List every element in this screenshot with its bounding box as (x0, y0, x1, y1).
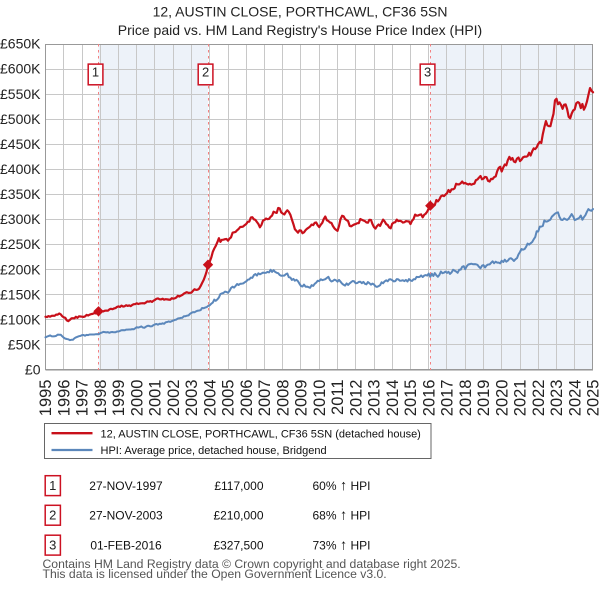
svg-text:2011: 2011 (329, 380, 347, 415)
svg-text:2019: 2019 (475, 380, 493, 417)
svg-text:2021: 2021 (512, 380, 530, 417)
svg-text:£650K: £650K (0, 36, 41, 52)
svg-text:2: 2 (49, 508, 56, 523)
svg-text:2023: 2023 (548, 380, 566, 417)
svg-text:2008: 2008 (274, 380, 292, 417)
svg-text:2009: 2009 (293, 380, 311, 417)
svg-text:2010: 2010 (311, 380, 329, 417)
svg-text:£150K: £150K (0, 286, 41, 302)
svg-text:£117,000: £117,000 (214, 479, 263, 493)
svg-text:2014: 2014 (384, 380, 402, 417)
svg-text:2004: 2004 (201, 380, 219, 417)
svg-text:£300K: £300K (0, 211, 41, 227)
svg-text:3: 3 (424, 65, 431, 80)
svg-text:73% ↑ HPI: 73% ↑ HPI (313, 537, 371, 553)
svg-text:2022: 2022 (530, 380, 548, 417)
svg-text:1995: 1995 (37, 380, 55, 417)
svg-text:2006: 2006 (238, 380, 256, 417)
svg-text:01-FEB-2016: 01-FEB-2016 (90, 538, 162, 552)
svg-text:2012: 2012 (347, 380, 365, 417)
svg-text:£250K: £250K (0, 236, 41, 252)
svg-text:1998: 1998 (92, 380, 110, 417)
svg-text:This data is licensed under th: This data is licensed under the Open Gov… (43, 567, 387, 581)
svg-text:1: 1 (49, 478, 56, 493)
svg-text:£200K: £200K (0, 261, 41, 277)
svg-text:2001: 2001 (147, 380, 165, 417)
svg-text:£50K: £50K (8, 337, 41, 353)
svg-text:2017: 2017 (439, 380, 457, 417)
svg-text:HPI: Average price, detached h: HPI: Average price, detached house, Brid… (101, 445, 327, 457)
svg-text:3: 3 (49, 537, 56, 552)
svg-text:2005: 2005 (220, 380, 238, 417)
svg-text:£100K: £100K (0, 311, 41, 327)
svg-text:60% ↑ HPI: 60% ↑ HPI (313, 478, 371, 494)
svg-text:2025: 2025 (585, 380, 600, 417)
svg-text:2003: 2003 (183, 380, 201, 417)
svg-text:1999: 1999 (110, 380, 128, 417)
svg-text:2007: 2007 (256, 380, 274, 417)
svg-text:£0: £0 (25, 362, 41, 378)
svg-text:£327,500: £327,500 (213, 538, 263, 552)
svg-text:£600K: £600K (0, 61, 41, 77)
svg-text:£400K: £400K (0, 161, 41, 177)
svg-text:Price paid vs. HM Land Registr: Price paid vs. HM Land Registry's House … (118, 22, 482, 38)
svg-text:2: 2 (202, 65, 209, 80)
svg-text:2024: 2024 (567, 380, 585, 417)
svg-text:1996: 1996 (56, 380, 74, 417)
svg-text:1997: 1997 (74, 380, 92, 417)
svg-text:2020: 2020 (493, 380, 511, 417)
svg-text:£500K: £500K (0, 111, 41, 127)
svg-text:£350K: £350K (0, 186, 41, 202)
svg-text:12, AUSTIN CLOSE, PORTHCAWL, C: 12, AUSTIN CLOSE, PORTHCAWL, CF36 5SN (153, 4, 448, 20)
svg-text:2015: 2015 (402, 380, 420, 417)
svg-text:12, AUSTIN CLOSE, PORTHCAWL, C: 12, AUSTIN CLOSE, PORTHCAWL, CF36 5SN (d… (101, 428, 421, 440)
svg-text:Contains HM Land Registry data: Contains HM Land Registry data © Crown c… (43, 557, 461, 571)
svg-text:£450K: £450K (0, 136, 41, 152)
svg-text:1: 1 (92, 65, 99, 80)
svg-text:2000: 2000 (128, 380, 146, 417)
svg-text:£550K: £550K (0, 86, 41, 102)
svg-text:27-NOV-1997: 27-NOV-1997 (89, 479, 163, 493)
svg-text:27-NOV-2003: 27-NOV-2003 (89, 509, 163, 523)
svg-text:68% ↑ HPI: 68% ↑ HPI (313, 508, 371, 524)
svg-text:£210,000: £210,000 (213, 509, 263, 523)
svg-text:2016: 2016 (420, 380, 438, 417)
svg-text:2013: 2013 (366, 380, 384, 417)
svg-text:2002: 2002 (165, 380, 183, 417)
svg-text:2018: 2018 (457, 380, 475, 417)
